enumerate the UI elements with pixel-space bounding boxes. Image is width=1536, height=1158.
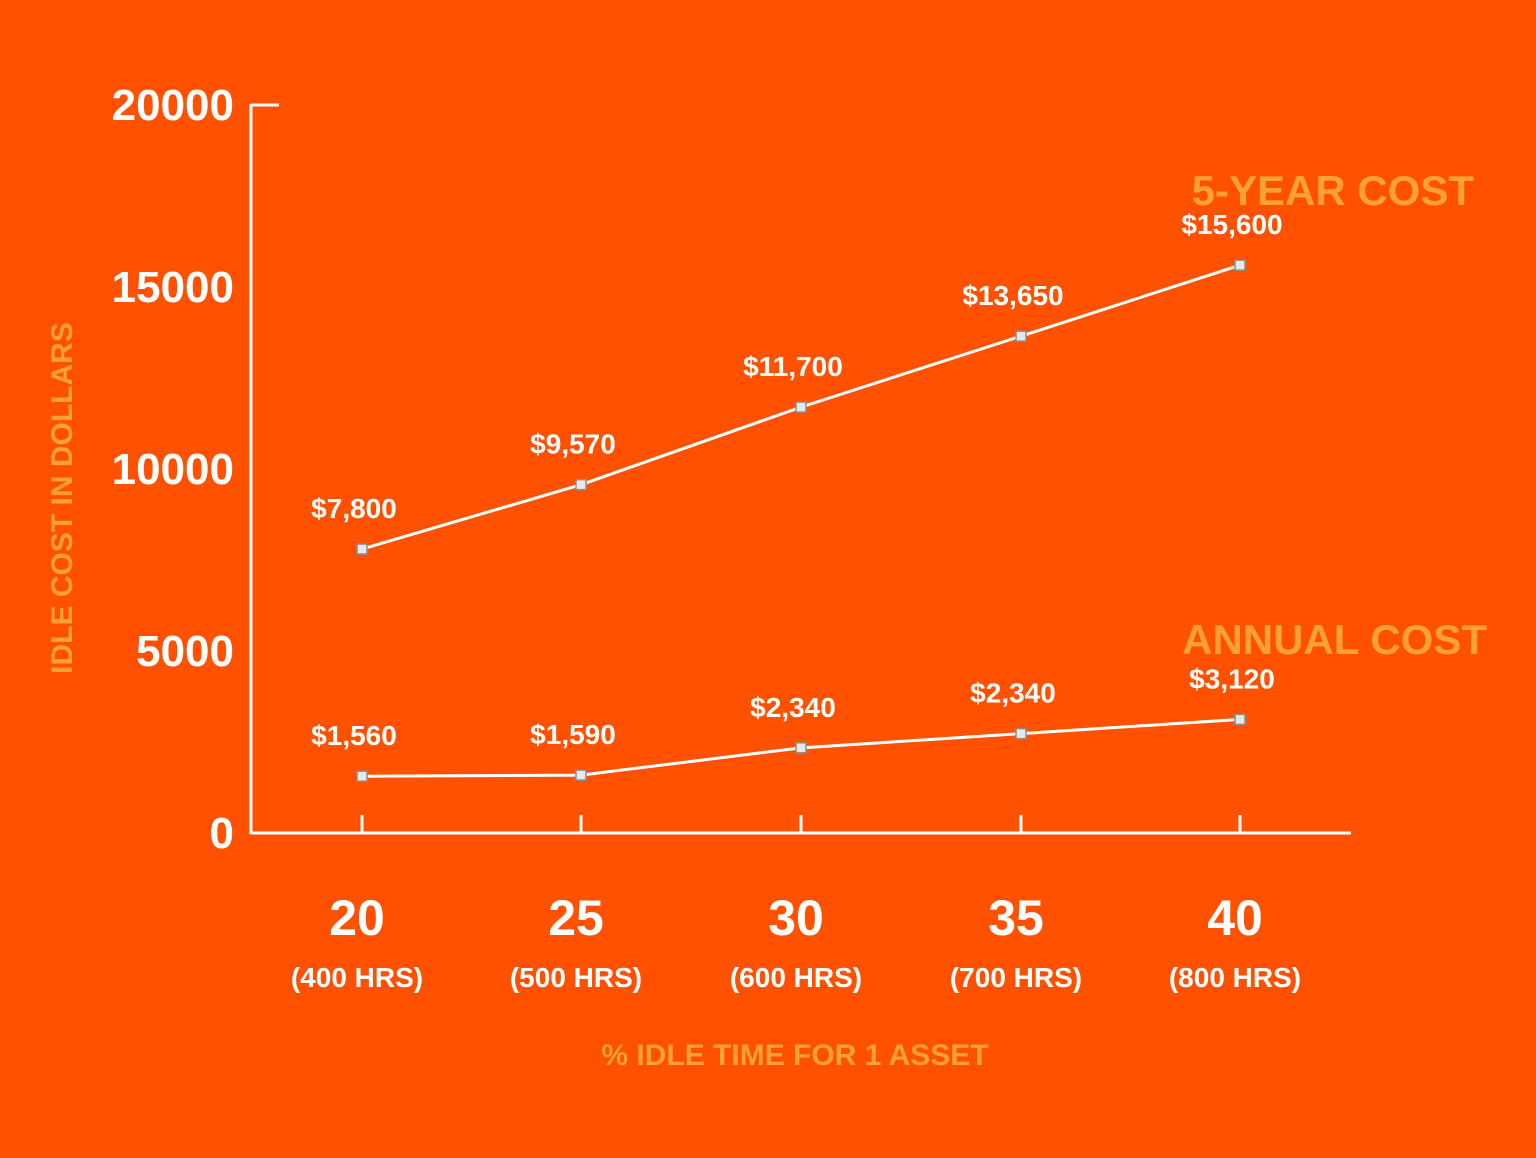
data-point-annual-cost [1234,713,1246,726]
data-label-five-year-cost: $13,650 [962,280,1063,311]
x-tick-label: 35 [988,890,1044,946]
y-tick-label: 20000 [112,81,234,130]
y-axis-title: IDLE COST IN DOLLARS [46,322,79,674]
data-point-annual-cost [795,742,807,754]
data-point-five-year-cost [356,543,368,555]
x-tick-labels: 20 (400 HRS) 25 (500 HRS) 30 (600 HRS) 35 (700 … [291,890,1301,993]
data-label-annual-cost: $2,340 [970,678,1056,709]
data-label-annual-cost: $1,590 [530,719,616,750]
x-tick-label: 20 [329,890,385,946]
x-tick-sublabel: (400 HRS) [291,962,423,993]
x-tick-label: 25 [548,890,604,946]
data-point-annual-cost [356,770,368,782]
y-tick-label: 5000 [136,627,234,676]
data-label-five-year-cost: $7,800 [311,493,397,524]
data-label-five-year-cost: $9,570 [530,429,616,460]
y-tick-label: 10000 [112,445,234,494]
x-tick-label: 30 [768,890,824,946]
y-tick-labels: 0 5000 10000 15000 20000 [112,81,234,858]
x-axis-title: % IDLE TIME FOR 1 ASSET [601,1039,988,1072]
x-tick-marks [360,815,1242,833]
x-tick-sublabel: (500 HRS) [510,962,642,993]
x-tick-label: 40 [1207,890,1263,946]
data-point-five-year-cost [1015,330,1027,342]
data-point-five-year-cost [1234,259,1246,271]
data-label-annual-cost: $2,340 [750,692,836,723]
x-tick-sublabel: (700 HRS) [950,962,1082,993]
data-point-five-year-cost [795,401,807,413]
legend-annual-cost: ANNUAL COST [1182,616,1487,663]
y-tick-label: 15000 [112,263,234,312]
data-point-annual-cost [1015,727,1027,740]
legend-five-year-cost: 5-YEAR COST [1192,167,1475,214]
data-point-annual-cost [575,769,587,781]
x-tick-sublabel: (600 HRS) [730,962,862,993]
data-label-annual-cost: $1,560 [311,720,397,751]
series-layer: $7,800 $9,570 $11,700 $13,650 $15,600 $1,560 $… [311,209,1283,782]
data-label-five-year-cost: $11,700 [743,351,843,382]
data-point-five-year-cost [575,478,587,491]
x-tick-sublabel: (800 HRS) [1169,962,1301,993]
y-tick-label: 0 [210,809,234,858]
data-label-five-year-cost: $15,600 [1181,209,1282,240]
data-label-annual-cost: $3,120 [1189,663,1275,694]
